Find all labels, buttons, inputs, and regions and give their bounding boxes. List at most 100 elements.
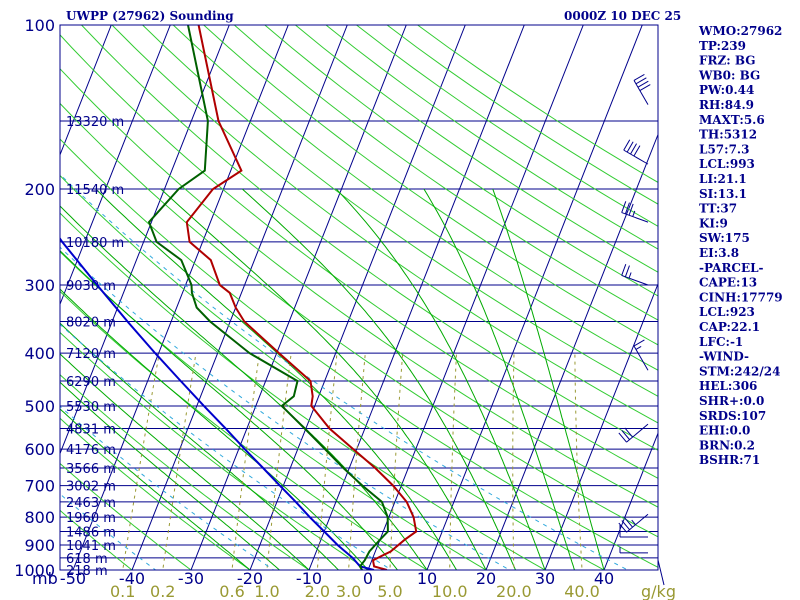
- wind-barb-flag: [633, 339, 645, 347]
- wind-barb-flag: [621, 520, 630, 531]
- height-label: 4831 m: [66, 422, 116, 437]
- moist-adiabat: [60, 322, 339, 570]
- dry-adiabat: [60, 331, 369, 570]
- index-item: EI:3.8: [699, 246, 739, 260]
- index-item: -PARCEL-: [699, 261, 764, 275]
- pressure-tick-label: 500: [24, 397, 55, 416]
- wind-barb-shaft: [633, 80, 649, 105]
- wind-barb: [621, 201, 649, 223]
- pressure-tick-label: 200: [24, 180, 55, 199]
- isotherm-line: [60, 25, 230, 455]
- index-item: RH:84.9: [699, 98, 754, 112]
- sounding-time: 0000Z 10 DEC 25: [564, 9, 681, 23]
- background-grid: [60, 25, 658, 570]
- height-label: 6290 m: [66, 375, 116, 390]
- index-item: L57:7.3: [699, 142, 749, 156]
- dry-adiabat: [60, 251, 487, 570]
- wind-barb: [621, 264, 649, 286]
- wind-barb-flag: [624, 427, 633, 438]
- index-item: PW:0.44: [699, 83, 754, 97]
- pressure-unit-label: mb: [32, 569, 58, 588]
- wind-barb-flag: [624, 202, 630, 215]
- index-item: EHI:0.0: [699, 424, 750, 438]
- wind-barb-flag: [624, 265, 630, 277]
- temperature-tick-label: -40: [119, 569, 145, 588]
- isotherm-line: [308, 25, 525, 570]
- temperature-tick-label: -10: [296, 569, 322, 588]
- index-item: KI:9: [699, 216, 728, 230]
- mixing-ratio-label: 2.0: [305, 582, 330, 600]
- temperature-tick-label: -20: [237, 569, 263, 588]
- index-item: SI:13.1: [699, 187, 747, 201]
- dry-adiabat: [60, 102, 658, 538]
- height-label: 1486 m: [66, 526, 116, 541]
- wind-barb-base: [657, 559, 665, 586]
- temperature-tick-label: -30: [178, 569, 204, 588]
- wind-barb-flag: [633, 145, 641, 157]
- moist-adiabat: [60, 353, 310, 570]
- height-label: 1960 m: [66, 511, 116, 526]
- mixing-ratio-line: [348, 353, 366, 570]
- height-label: 218 m: [66, 564, 108, 579]
- wind-barb-flag: [621, 201, 627, 213]
- height-label: 618 m: [66, 552, 108, 567]
- height-label: 1041 m: [66, 539, 116, 554]
- reference-line: [60, 405, 275, 570]
- wind-barb-flag: [635, 77, 647, 85]
- dry-adiabat: [295, 25, 658, 273]
- pressure-tick-label: 900: [24, 536, 55, 555]
- dry-adiabat: [60, 34, 658, 479]
- index-item: -WIND-: [699, 350, 749, 364]
- parcel-path-line: [60, 236, 375, 570]
- index-item: SW:175: [699, 231, 750, 245]
- wind-barb-flag: [626, 141, 634, 153]
- temperature-line: [185, 25, 418, 570]
- height-label: 5530 m: [66, 400, 116, 415]
- dry-adiabat: [203, 25, 658, 346]
- height-label: 3002 m: [66, 480, 116, 495]
- wind-barb-flag: [628, 203, 634, 216]
- mixing-ratio-axis: 0.1 0.2 0.6 1.0 2.0 3.0 5.0 10.0 20.0 40.0: [110, 582, 600, 600]
- mixing-ratio-label: 0.1: [110, 582, 135, 600]
- mixing-unit-label: g/kg: [641, 582, 676, 600]
- dry-adiabat: [81, 25, 658, 451]
- index-item: CINH:17779: [699, 290, 783, 304]
- wind-barb-flag: [621, 264, 627, 276]
- wind-barb-shaft: [626, 513, 649, 533]
- mixing-ratio-line: [162, 353, 197, 570]
- mixing-ratio-line: [231, 353, 260, 570]
- temperature-tick-label: 0: [363, 569, 373, 588]
- isotherm-line: [72, 25, 289, 570]
- height-label: 10180 m: [66, 236, 124, 251]
- wind-barb-flag: [632, 210, 636, 217]
- wind-barbs: [618, 73, 665, 586]
- moist-adiabat: [60, 205, 428, 570]
- wind-barb-flag: [639, 84, 651, 92]
- dewpoint-line: [147, 25, 389, 570]
- height-label: 11540 m: [66, 183, 124, 198]
- dry-adiabat: [172, 25, 658, 371]
- index-item: CAPE:13: [699, 276, 757, 290]
- wind-barb-shaft: [626, 423, 649, 443]
- moist-adiabat: [60, 288, 369, 570]
- mixing-ratio-line: [266, 353, 292, 570]
- index-item: STM:242/24: [699, 364, 780, 378]
- mixing-ratio-label: 40.0: [564, 582, 600, 600]
- wind-barb-flag: [635, 345, 642, 350]
- height-label: 3566 m: [66, 462, 116, 477]
- height-label: 9030 m: [66, 279, 116, 294]
- wind-barb-flag: [624, 517, 633, 528]
- wind-barb-shaft: [621, 274, 649, 286]
- wind-barb: [619, 546, 648, 554]
- dry-adiabat: [60, 373, 310, 570]
- index-item: CAP:22.1: [699, 320, 760, 334]
- temperature-tick-label: 40: [594, 569, 614, 588]
- index-item: BSHR:71: [699, 453, 760, 467]
- index-item: LCL:993: [699, 157, 755, 171]
- wind-barb-flag: [630, 143, 637, 155]
- moist-adiabat: [492, 188, 605, 570]
- wind-barb-shaft: [621, 212, 649, 223]
- temperature-axis: -50 -40 -30 -20 -10 0 10 20 30 40: [60, 569, 614, 588]
- plot-frame: [59, 24, 659, 571]
